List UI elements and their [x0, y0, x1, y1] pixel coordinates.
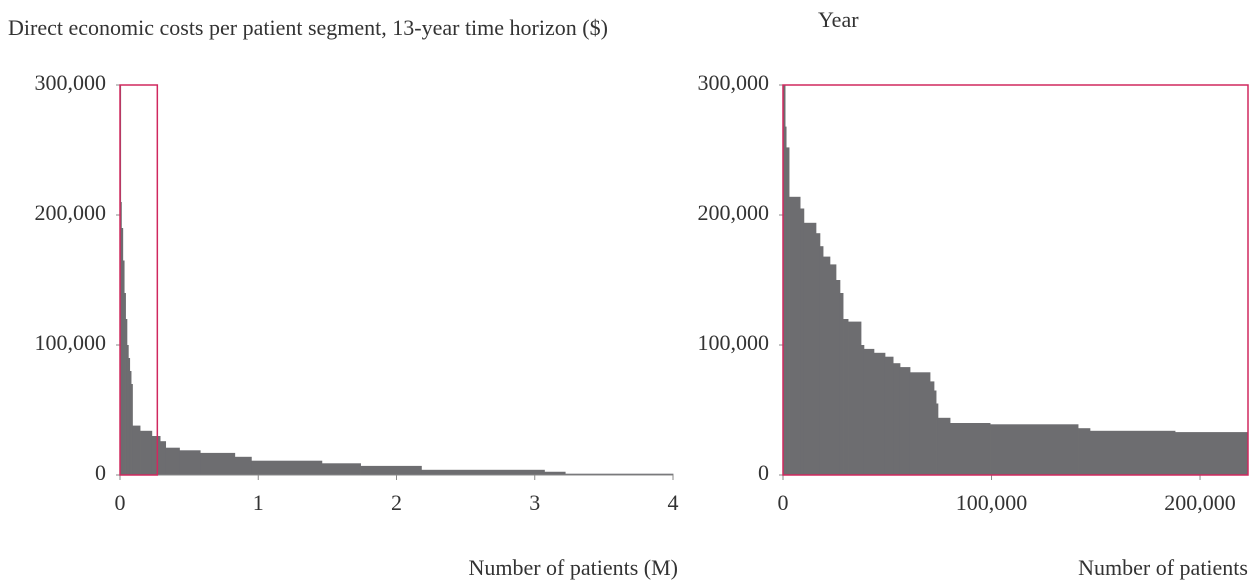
step-bar	[200, 452, 236, 475]
step-bar	[819, 246, 824, 475]
step-bar	[1089, 430, 1176, 475]
step-bar	[128, 358, 131, 475]
step-bar	[990, 424, 1079, 475]
step-bar	[909, 372, 931, 475]
x-axis-label: Number of patients	[1078, 555, 1248, 580]
x-tick-label: 0	[778, 490, 789, 515]
step-bar	[234, 456, 252, 475]
step-bar	[823, 256, 831, 475]
chart-title: Year	[818, 7, 859, 32]
step-bar	[251, 460, 323, 475]
y-tick-label: 0	[758, 460, 769, 485]
step-bar	[121, 228, 124, 475]
y-tick-label: 100,000	[35, 330, 107, 355]
step-bar	[803, 222, 817, 475]
step-bar	[863, 348, 875, 475]
step-bar	[1175, 432, 1249, 475]
step-bar	[815, 233, 821, 475]
step-bar	[839, 293, 844, 475]
step-bar	[884, 356, 894, 475]
step-bar	[789, 196, 801, 476]
x-axis-label: Number of patients (M)	[468, 555, 678, 580]
step-bar	[544, 471, 566, 475]
y-tick-label: 0	[95, 460, 106, 485]
step-bar	[321, 463, 361, 475]
step-bar	[125, 319, 128, 475]
step-bar	[936, 403, 939, 475]
step-bar	[131, 384, 133, 475]
step-bar	[873, 352, 886, 475]
step-bar	[800, 208, 805, 475]
step-bar	[129, 371, 132, 475]
step-bar	[783, 85, 786, 475]
y-tick-label: 100,000	[698, 330, 770, 355]
x-tick-label: 100,000	[956, 490, 1028, 515]
y-tick-label: 300,000	[698, 70, 770, 95]
x-tick-label: 4	[668, 490, 679, 515]
x-tick-label: 3	[529, 490, 540, 515]
step-bar	[950, 423, 991, 475]
step-bar	[565, 473, 674, 475]
x-tick-label: 0	[115, 490, 126, 515]
step-bar	[860, 345, 865, 475]
x-tick-label: 2	[391, 490, 402, 515]
y-tick-label: 200,000	[35, 200, 107, 225]
x-tick-label: 200,000	[1164, 490, 1236, 515]
step-bar	[937, 417, 951, 475]
step-bar	[829, 264, 837, 475]
step-bar	[930, 381, 935, 475]
highlight-box	[119, 84, 159, 476]
step-bar	[1078, 428, 1091, 475]
step-bar	[165, 447, 180, 475]
x-tick-label: 1	[253, 490, 264, 515]
step-bar	[179, 450, 201, 475]
step-bar	[140, 430, 153, 475]
step-bar	[835, 280, 841, 475]
step-bar	[124, 293, 126, 475]
step-bar	[899, 367, 911, 475]
step-bar	[160, 441, 167, 475]
step-bar	[785, 126, 787, 475]
chart-title: Direct economic costs per patient segmen…	[8, 15, 608, 40]
highlight-box	[782, 84, 1249, 476]
step-bar	[933, 390, 937, 475]
y-tick-label: 300,000	[35, 70, 107, 95]
step-bar	[360, 465, 422, 475]
step-bar	[126, 345, 129, 475]
step-bar	[848, 321, 862, 475]
step-bar	[421, 469, 545, 475]
step-bar	[786, 147, 790, 475]
step-bar	[151, 436, 161, 475]
step-bar	[120, 202, 122, 475]
step-bar	[122, 260, 125, 475]
step-bar	[132, 425, 141, 475]
step-bar	[843, 319, 849, 475]
step-bar	[893, 363, 901, 475]
y-tick-label: 200,000	[698, 200, 770, 225]
